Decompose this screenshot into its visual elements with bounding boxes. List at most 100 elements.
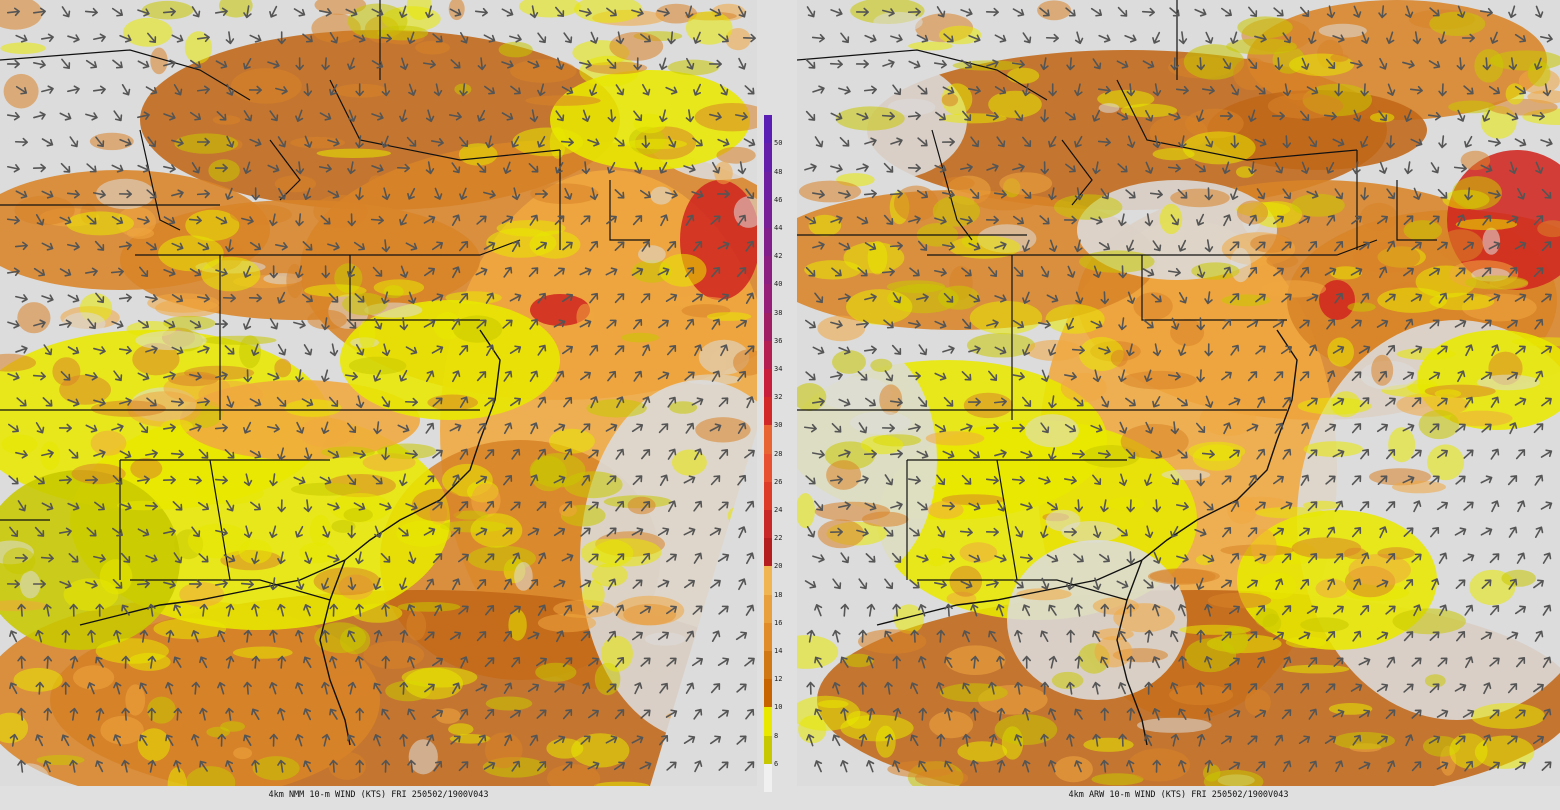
wind-arrow — [1067, 265, 1076, 278]
wind-arrow — [1248, 214, 1258, 226]
wind-arrow — [137, 319, 150, 329]
wind-arrow — [892, 655, 901, 669]
wind-arrow — [1255, 761, 1266, 772]
wind-arrow — [226, 395, 235, 408]
wind-arrow — [1178, 708, 1187, 720]
wind-arrow — [1256, 396, 1266, 409]
wind-arrow — [269, 473, 278, 487]
wind-arrow — [214, 475, 228, 485]
wind-arrow — [563, 448, 573, 460]
wind-arrow — [407, 759, 416, 773]
wind-arrow — [561, 553, 574, 562]
wind-arrow — [1065, 7, 1076, 17]
wind-arrow — [147, 707, 157, 721]
wind-arrow — [1413, 604, 1422, 617]
wind-arrow — [1273, 371, 1284, 382]
wind-arrow — [277, 499, 286, 513]
wind-arrow — [1040, 161, 1050, 175]
wind-arrow — [666, 761, 677, 771]
wind-arrow — [1334, 500, 1344, 512]
wind-arrow — [1506, 112, 1519, 121]
wind-arrow — [248, 85, 262, 95]
wind-arrow — [631, 527, 644, 536]
wind-arrow — [1100, 499, 1109, 513]
colorbar-swatch — [764, 735, 772, 764]
wind-arrow — [944, 760, 953, 772]
wind-arrow — [633, 57, 642, 71]
wind-arrow — [404, 449, 418, 459]
wind-arrow — [1506, 371, 1519, 381]
wind-arrow — [1403, 631, 1414, 642]
wind-arrow — [431, 241, 444, 251]
wind-arrow — [1429, 423, 1440, 433]
wind-arrow — [590, 31, 599, 44]
wind-arrow — [710, 683, 721, 694]
wind-arrow — [1022, 707, 1031, 721]
wind-arrow — [137, 60, 150, 69]
wind-arrow — [607, 161, 616, 174]
wind-arrow — [683, 735, 696, 744]
wind-arrow — [1205, 31, 1214, 44]
wind-arrow — [139, 422, 149, 434]
wind-arrow — [163, 320, 176, 329]
wind-arrow — [459, 31, 469, 44]
wind-arrow — [883, 527, 894, 537]
wind-arrow — [1178, 343, 1187, 356]
wind-arrow — [1437, 241, 1448, 251]
wind-arrow — [1325, 683, 1336, 694]
colorbar-swatch — [764, 453, 772, 482]
wind-arrow — [1324, 423, 1337, 432]
wind-arrow — [1273, 475, 1284, 485]
wind-arrow — [1097, 137, 1111, 147]
wind-arrow — [6, 267, 20, 277]
wind-arrow — [709, 735, 722, 745]
wind-arrow — [1482, 109, 1491, 122]
wind-arrow — [476, 162, 487, 173]
wind-arrow — [1334, 240, 1344, 252]
wind-arrow — [865, 553, 876, 563]
wind-arrow — [537, 604, 547, 616]
wind-arrow — [665, 605, 677, 615]
colorbar-tick-label: 20 — [774, 562, 783, 571]
wind-arrow — [511, 656, 521, 668]
wind-arrow — [163, 112, 176, 121]
wind-arrow — [40, 33, 54, 43]
wind-arrow — [1428, 735, 1441, 744]
wind-arrow — [111, 164, 124, 173]
wind-arrow — [225, 655, 235, 669]
wind-arrow — [1063, 527, 1077, 537]
wind-arrow — [1403, 267, 1414, 277]
wind-arrow — [1514, 761, 1527, 771]
wind-arrow — [1531, 111, 1545, 121]
wind-arrow — [215, 60, 228, 69]
wind-arrow — [189, 423, 202, 432]
wind-arrow — [43, 603, 52, 617]
wind-arrow — [33, 319, 46, 328]
wind-arrow — [812, 85, 825, 94]
wind-arrow — [962, 733, 971, 747]
wind-arrow — [556, 57, 565, 71]
wind-arrow — [111, 527, 123, 537]
wind-arrow — [943, 396, 954, 407]
wind-arrow — [1170, 630, 1179, 643]
wind-arrow — [61, 58, 71, 70]
wind-arrow — [509, 345, 522, 355]
wind-arrow — [589, 344, 599, 356]
wind-arrow — [9, 733, 19, 747]
wind-arrow — [1150, 450, 1163, 459]
wind-arrow — [838, 86, 851, 95]
wind-arrow — [1145, 421, 1154, 434]
wind-arrow — [615, 448, 625, 460]
wind-arrow — [41, 138, 54, 147]
wind-arrow — [327, 502, 340, 511]
wind-arrow — [710, 215, 721, 225]
wind-arrow — [1256, 188, 1266, 200]
wind-arrow — [811, 33, 825, 43]
wind-arrow — [1509, 422, 1518, 435]
wind-arrow — [536, 709, 547, 719]
wind-arrow — [1376, 683, 1389, 693]
wind-arrow — [1196, 733, 1206, 747]
wind-arrow — [1437, 397, 1448, 407]
wind-arrow — [960, 216, 973, 225]
wind-arrow — [639, 761, 652, 770]
